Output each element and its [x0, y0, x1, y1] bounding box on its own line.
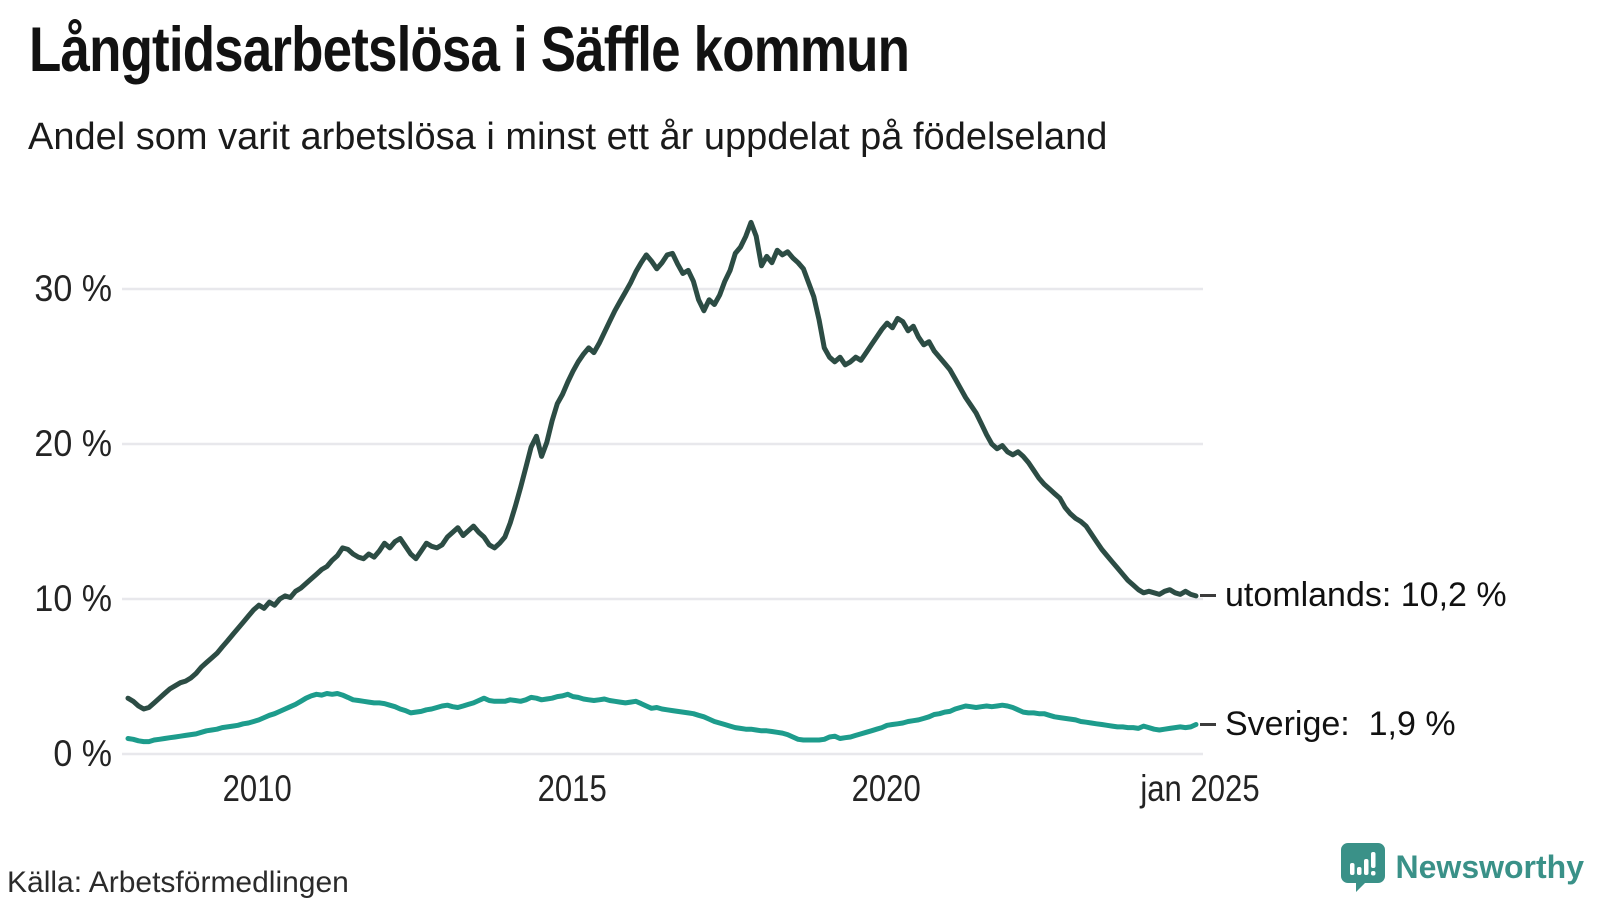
y-tick-label: 10 % — [34, 578, 112, 619]
series-label-utomlands-text: utomlands: 10,2 % — [1225, 576, 1507, 615]
x-tick-label: 2010 — [223, 768, 293, 809]
chart-subtitle: Andel som varit arbetslösa i minst ett å… — [28, 116, 1108, 158]
y-tick-label: 0 % — [53, 733, 112, 774]
y-tick-label: 30 % — [34, 268, 112, 309]
speech-bubble-bar-chart-icon — [1340, 843, 1385, 892]
y-tick-label: 20 % — [34, 423, 112, 464]
page-title: Långtidsarbetslösa i Säffle kommun — [29, 15, 910, 85]
x-tick-label: 2020 — [851, 768, 921, 809]
series-label-sverige-text: Sverige: 1,9 % — [1225, 705, 1456, 744]
source-note: Källa: Arbetsförmedlingen — [7, 866, 349, 899]
label-tick-icon — [1200, 594, 1216, 598]
label-tick-icon — [1200, 723, 1216, 727]
newsworthy-wordmark: Newsworthy — [1395, 848, 1584, 885]
series-label-sverige: Sverige: 1,9 % — [1200, 701, 1456, 749]
newsworthy-logo: Newsworthy — [1340, 842, 1584, 892]
series-label-utomlands: utomlands: 10,2 % — [1200, 572, 1507, 620]
x-tick-label: 2015 — [537, 768, 607, 809]
x-tick-label: jan 2025 — [1140, 768, 1260, 809]
